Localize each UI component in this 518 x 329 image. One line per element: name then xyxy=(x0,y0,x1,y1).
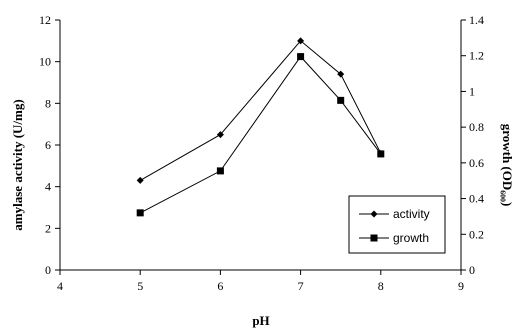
y-left-tick-label: 0 xyxy=(45,263,51,277)
point-growth xyxy=(216,167,224,175)
series-line-activity xyxy=(139,40,382,181)
legend-box xyxy=(348,195,446,254)
legend-label-growth: growth xyxy=(393,231,429,245)
y-right-tick-label: 0.4 xyxy=(469,192,484,206)
y-left-tick-label: 8 xyxy=(45,96,51,110)
point-activity xyxy=(216,131,224,139)
x-tick-label: 8 xyxy=(378,279,384,293)
y-right-tick-label: 1 xyxy=(469,84,475,98)
point-growth xyxy=(297,53,305,61)
y-left-tick-label: 4 xyxy=(45,180,51,194)
legend-marker-growth xyxy=(370,234,378,242)
y-right-tick-label: 0 xyxy=(469,263,475,277)
y-left-tick-label: 10 xyxy=(39,55,51,69)
x-axis-title: pH xyxy=(252,313,269,328)
point-activity xyxy=(297,37,305,45)
y-left-tick-label: 6 xyxy=(45,138,51,152)
legend-label-activity: activity xyxy=(393,207,430,221)
y-right-tick-label: 0.6 xyxy=(469,156,484,170)
x-tick-label: 6 xyxy=(217,279,223,293)
y-left-tick-label: 2 xyxy=(45,221,51,235)
y-right-tick-label: 1.2 xyxy=(469,49,484,63)
series-line-growth xyxy=(139,55,382,214)
y-left-tick-label: 12 xyxy=(39,13,51,27)
point-activity xyxy=(337,70,345,78)
point-growth xyxy=(337,96,345,104)
x-tick-label: 7 xyxy=(298,279,304,293)
x-tick-label: 9 xyxy=(458,279,464,293)
series-markers xyxy=(136,37,385,217)
point-activity xyxy=(136,176,144,184)
y-right-tick-label: 0.2 xyxy=(469,227,484,241)
y-axis-left-title: amylase activity (U/mg) xyxy=(10,99,25,230)
legend: activity growth xyxy=(348,195,446,254)
x-tick-label: 4 xyxy=(57,279,63,293)
y-axis-right-title: growth (OD₆₀₀) xyxy=(500,124,515,207)
axes xyxy=(55,19,466,275)
y-right-tick-label: 1.4 xyxy=(469,13,484,27)
x-tick-label: 5 xyxy=(137,279,143,293)
series-lines xyxy=(139,40,382,214)
legend-marker-activity xyxy=(370,210,378,218)
y-right-tick-label: 0.8 xyxy=(469,120,484,134)
point-growth xyxy=(377,150,385,158)
point-growth xyxy=(136,209,144,217)
